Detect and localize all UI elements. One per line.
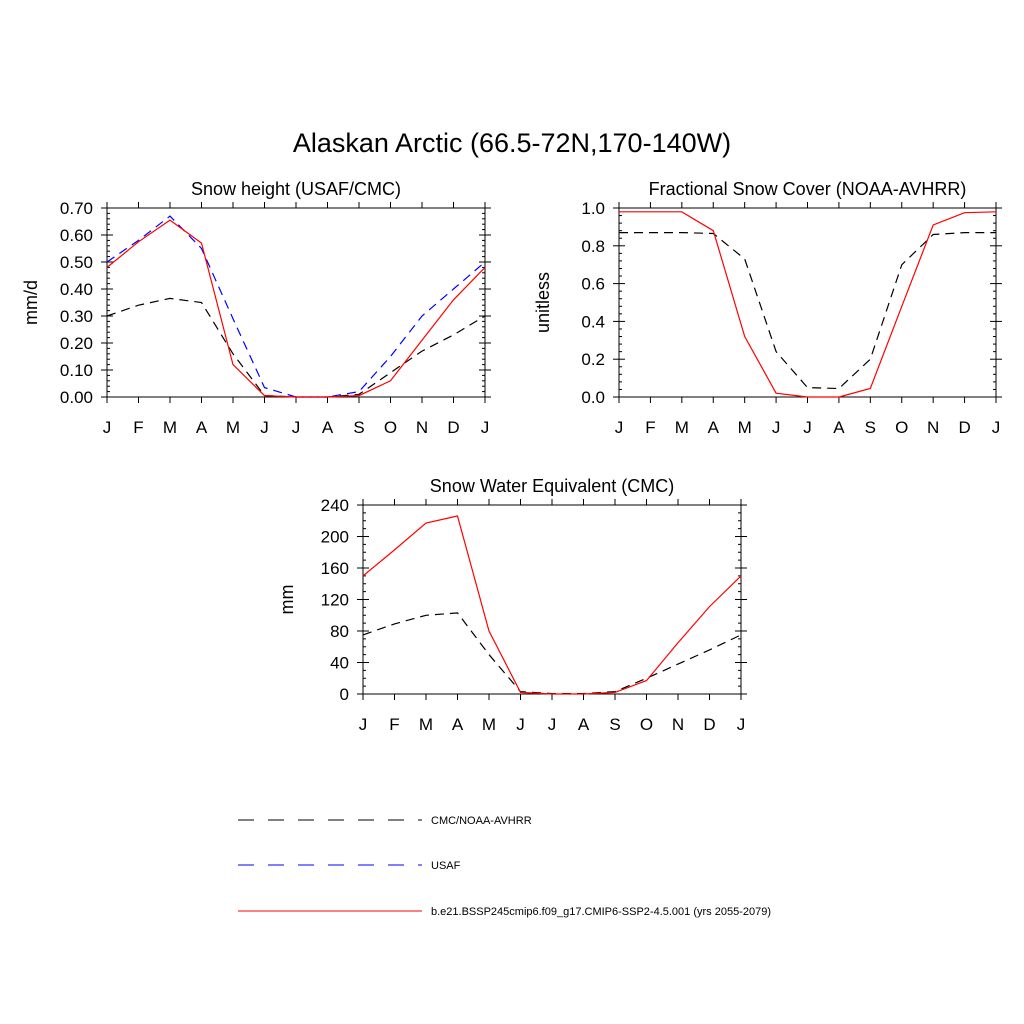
x-tick-label: J [772, 418, 781, 437]
panel-title: Snow height (USAF/CMC) [191, 179, 401, 199]
x-tick-label: A [578, 715, 590, 734]
y-tick-label: 0.30 [60, 307, 93, 326]
panel-title: Fractional Snow Cover (NOAA-AVHRR) [649, 179, 967, 199]
y-tick-label: 160 [321, 559, 349, 578]
x-tick-label: M [675, 418, 689, 437]
x-tick-label: A [322, 418, 334, 437]
series-line-obs [619, 232, 996, 390]
x-tick-label: J [481, 418, 490, 437]
x-tick-label: D [447, 418, 459, 437]
y-tick-label: 240 [321, 496, 349, 515]
x-tick-label: A [708, 418, 720, 437]
y-tick-label: 0.8 [581, 237, 605, 256]
x-tick-label: J [292, 418, 301, 437]
y-axis-label: mm [277, 585, 297, 615]
y-axis-label: mm/d [21, 280, 41, 325]
y-tick-label: 0.70 [60, 199, 93, 218]
legend: CMC/NOAA-AVHRR USAF b.e21.BSSP245cmip6.f09… [238, 815, 771, 918]
series-line-model [362, 515, 742, 695]
x-tick-label: M [738, 418, 752, 437]
x-tick-label: N [672, 715, 684, 734]
y-tick-label: 0.4 [581, 312, 605, 331]
snow-cover-panel: Fractional Snow Cover (NOAA-AVHRR)J F M A M J… [533, 179, 1002, 437]
x-tick-label: S [609, 715, 620, 734]
x-tick-label: J [737, 715, 746, 734]
y-tick-label: 200 [321, 528, 349, 547]
x-tick-label: D [958, 418, 970, 437]
page-title: Alaskan Arctic (66.5-72N,170-140W) [292, 128, 732, 158]
x-tick-label: A [452, 715, 464, 734]
y-tick-label: 120 [321, 591, 349, 610]
plot-frame [106, 207, 486, 398]
series-line-usaf [106, 215, 486, 398]
x-tick-label: O [895, 418, 908, 437]
y-tick-label: 0.2 [581, 350, 605, 369]
legend-label: USAF [431, 860, 461, 872]
x-tick-label: J [516, 715, 525, 734]
x-tick-label: S [865, 418, 876, 437]
y-tick-label: 0.00 [60, 388, 93, 407]
x-tick-label: M [163, 418, 177, 437]
plot-frame [618, 207, 997, 398]
x-tick-label: F [389, 715, 399, 734]
legend-label: b.e21.BSSP245cmip6.f09_g17.CMIP6-SSP2-4.… [431, 906, 771, 918]
x-tick-label: M [482, 715, 496, 734]
series-line-obs [362, 612, 742, 695]
y-tick-label: 40 [330, 654, 349, 673]
x-tick-label: N [927, 418, 939, 437]
x-tick-label: J [359, 715, 368, 734]
plot-frame [362, 504, 742, 695]
x-tick-label: J [260, 418, 269, 437]
legend-label: CMC/NOAA-AVHRR [431, 815, 532, 827]
y-tick-label: 0.20 [60, 334, 93, 353]
y-tick-label: 0.6 [581, 275, 605, 294]
x-tick-label: J [992, 418, 1001, 437]
x-tick-label: D [703, 715, 715, 734]
series-line-model [106, 219, 486, 398]
x-tick-label: J [803, 418, 812, 437]
x-tick-label: J [615, 418, 624, 437]
y-tick-label: 0.10 [60, 361, 93, 380]
y-tick-label: 80 [330, 622, 349, 641]
x-tick-label: A [833, 418, 845, 437]
x-tick-label: J [548, 715, 557, 734]
x-tick-label: J [103, 418, 112, 437]
series-line-model [619, 211, 997, 398]
y-tick-label: 0.0 [581, 388, 605, 407]
x-tick-label: F [645, 418, 655, 437]
x-tick-label: O [384, 418, 397, 437]
series-line-obs [106, 297, 486, 398]
y-tick-label: 0 [340, 685, 349, 704]
panel-title: Snow Water Equivalent (CMC) [430, 476, 674, 496]
x-tick-label: A [196, 418, 208, 437]
y-axis-label: unitless [533, 272, 553, 333]
x-tick-label: O [640, 715, 653, 734]
x-tick-label: F [133, 418, 143, 437]
x-tick-label: N [416, 418, 428, 437]
y-tick-label: 0.60 [60, 226, 93, 245]
swe-panel: Snow Water Equivalent (CMC)J F M A M J J A S O N D J… [277, 476, 747, 734]
x-tick-label: M [419, 715, 433, 734]
y-tick-label: 0.40 [60, 280, 93, 299]
x-tick-label: S [353, 418, 364, 437]
y-tick-label: 0.50 [60, 253, 93, 272]
x-tick-label: M [226, 418, 240, 437]
y-tick-label: 1.0 [581, 199, 605, 218]
snow-height-panel: Snow height (USAF/CMC)J F M A M J J A S O N D J0.000… [21, 179, 491, 437]
